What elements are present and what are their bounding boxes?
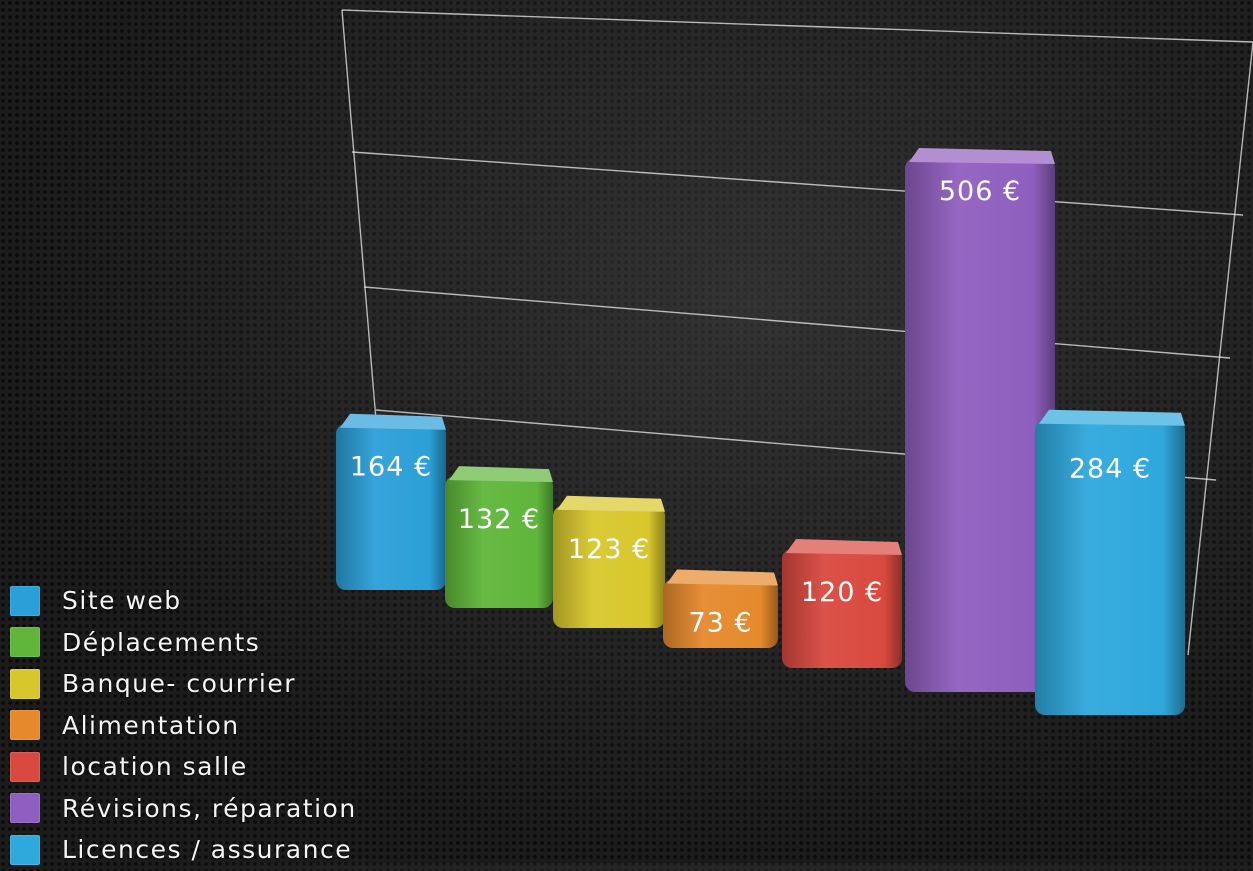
legend-swatch [10, 834, 40, 865]
bar: 73 € [663, 569, 778, 648]
bar-body [905, 158, 1055, 693]
bar: 123 € [553, 495, 665, 628]
legend-label: location salle [62, 752, 248, 782]
grid-left-edge [341, 9, 377, 421]
grid-right-edge [1187, 41, 1253, 656]
bar-top [1039, 409, 1185, 426]
legend-label: Alimentation [62, 710, 240, 740]
legend-swatch [10, 627, 40, 658]
grid-top-edge [341, 9, 1253, 43]
legend-item: Banque- courrier [10, 663, 357, 705]
bar-value-label: 132 € [458, 504, 540, 535]
bar-top [786, 539, 902, 555]
legend-swatch [10, 585, 40, 616]
legend-label: Licences / assurance [62, 835, 353, 865]
bar-body [663, 579, 778, 648]
legend-item: Site web [10, 580, 357, 622]
bar-top [557, 495, 665, 512]
legend-label: Révisions, réparation [62, 793, 357, 823]
bar-top [449, 466, 553, 483]
legend-label: Banque- courrier [62, 669, 296, 699]
legend-swatch [10, 710, 40, 741]
legend-swatch [10, 793, 40, 824]
legend-item: Révisions, réparation [10, 788, 357, 830]
legend-item: Alimentation [10, 705, 357, 747]
bar-body [336, 423, 446, 590]
legend-item: location salle [10, 746, 357, 788]
bar-body [553, 505, 665, 628]
legend-item: Licences / assurance [10, 829, 357, 871]
legend-label: Déplacements [62, 627, 261, 657]
chart-grid [341, 9, 1253, 656]
legend-swatch [10, 751, 40, 782]
bar-value-label: 73 € [688, 608, 752, 639]
gridline [363, 286, 1231, 359]
bar: 506 € [905, 148, 1055, 693]
legend-item: Déplacements [10, 622, 357, 664]
chart-bars: 164 € 132 € 123 € 73 € 120 € 506 € 284 € [336, 148, 1185, 715]
bar: 132 € [445, 466, 553, 608]
bar: 284 € [1035, 409, 1185, 715]
bar-value-label: 123 € [568, 534, 650, 565]
bar-top [909, 148, 1055, 165]
legend-label: Site web [62, 586, 182, 616]
bar: 164 € [336, 413, 446, 590]
bar-value-label: 164 € [350, 452, 432, 483]
chart-legend: Site web Déplacements Banque- courrier A… [10, 580, 357, 871]
bar: 120 € [782, 539, 902, 668]
gridline [351, 151, 1244, 216]
bar-body [445, 476, 553, 608]
bar-body [782, 549, 902, 668]
bar-value-label: 506 € [939, 176, 1021, 207]
bar-top [340, 413, 446, 430]
bar-body [1035, 419, 1185, 715]
bar-value-label: 284 € [1069, 454, 1151, 485]
legend-swatch [10, 668, 40, 699]
bar-value-label: 120 € [801, 577, 883, 608]
bar-top [667, 569, 778, 586]
